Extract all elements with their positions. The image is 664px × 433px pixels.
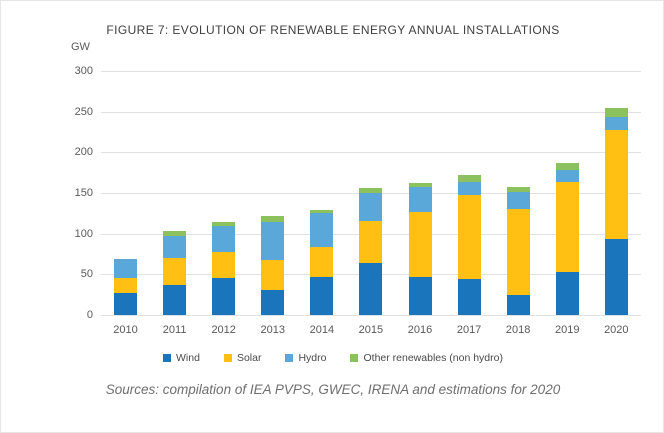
bar-segment-hydro-2013 — [261, 221, 285, 260]
bar-segment-other-2014 — [310, 210, 334, 214]
bar-segment-hydro-2019 — [555, 170, 579, 182]
x-tick-label-2015: 2015 — [358, 324, 384, 336]
bar-segment-other-2017 — [457, 175, 481, 182]
legend-swatch-hydro-icon — [285, 354, 294, 362]
bar-segment-other-2013 — [261, 215, 285, 222]
x-tick-label-2011: 2011 — [162, 324, 187, 336]
y-tick-label-300: 300 — [74, 65, 93, 77]
y-tick-label-150: 150 — [74, 187, 93, 199]
bar-segment-wind-2010 — [114, 293, 138, 315]
legend-label-other: Other renewables (non hydro) — [363, 352, 503, 364]
bar-segment-hydro-2018 — [506, 192, 530, 210]
bar-segment-wind-2016 — [408, 276, 432, 315]
bar-2020 — [604, 71, 628, 315]
bar-2018 — [506, 71, 530, 315]
bar-segment-hydro-2014 — [310, 213, 334, 247]
y-tick-label-0: 0 — [86, 309, 93, 321]
x-tick-label-2010: 2010 — [113, 324, 138, 336]
x-tick-label-2016: 2016 — [407, 324, 433, 336]
legend-swatch-solar-icon — [223, 354, 232, 362]
legend-item-other: Other renewables (non hydro) — [350, 352, 503, 364]
x-tick-label-2019: 2019 — [554, 324, 580, 336]
bar-2015 — [359, 71, 383, 315]
legend-label-hydro: Hydro — [298, 352, 327, 364]
legend-item-hydro: Hydro — [285, 352, 326, 364]
bar-segment-solar-2014 — [310, 246, 334, 277]
bar-2017 — [457, 71, 481, 315]
bar-segment-solar-2013 — [261, 259, 285, 290]
bar-2010 — [114, 71, 138, 315]
x-tick-label-2014: 2014 — [309, 324, 335, 336]
gridline-250 — [101, 111, 641, 113]
bar-segment-hydro-2016 — [408, 187, 432, 212]
bar-2019 — [555, 71, 579, 315]
bar-2011 — [163, 71, 187, 315]
bar-segment-other-2016 — [408, 183, 432, 188]
bar-segment-other-2011 — [163, 231, 187, 237]
bar-segment-solar-2012 — [212, 252, 236, 278]
bar-segment-hydro-2011 — [163, 236, 187, 259]
legend: Wind Solar Hydro Other renewables (non hydr… — [1, 352, 663, 364]
y-tick-label-100: 100 — [74, 227, 93, 240]
bar-segment-hydro-2012 — [212, 226, 236, 253]
y-axis-unit-label: GW — [71, 41, 90, 53]
bar-segment-wind-2020 — [604, 239, 628, 315]
legend-swatch-other-icon — [350, 354, 359, 362]
bar-segment-other-2012 — [212, 222, 236, 227]
gridline-300 — [101, 71, 641, 72]
bar-segment-wind-2013 — [261, 289, 285, 315]
bar-segment-hydro-2020 — [604, 116, 628, 130]
bar-segment-wind-2012 — [212, 277, 236, 315]
bar-segment-wind-2014 — [310, 276, 334, 315]
bar-segment-other-2019 — [555, 162, 579, 171]
x-tick-label-2018: 2018 — [505, 324, 531, 336]
bar-segment-wind-2018 — [506, 294, 530, 315]
bar-segment-other-2015 — [359, 188, 383, 194]
x-axis-tick-labels: 2010 2011 2012 2013 2014 2015 2016 2017 2018 2019… — [101, 324, 641, 336]
bar-segment-solar-2011 — [163, 258, 187, 285]
bar-segment-solar-2017 — [457, 194, 481, 280]
y-tick-label-250: 250 — [74, 105, 93, 118]
bar-segment-wind-2019 — [555, 271, 579, 315]
gridline-0 — [101, 315, 641, 316]
x-tick-label-2013: 2013 — [260, 324, 285, 336]
legend-label-solar: Solar — [236, 352, 262, 364]
y-tick-label-50: 50 — [80, 268, 93, 281]
bar-segment-wind-2017 — [457, 279, 481, 315]
bar-segment-solar-2016 — [408, 211, 432, 277]
bar-segment-wind-2015 — [359, 262, 383, 315]
bar-2012 — [212, 71, 236, 315]
legend-swatch-wind-icon — [163, 354, 172, 362]
bar-segment-hydro-2010 — [114, 258, 138, 278]
x-tick-label-2012: 2012 — [211, 324, 236, 336]
bar-segment-solar-2020 — [604, 129, 628, 240]
bar-segment-other-2020 — [604, 107, 628, 117]
bar-segment-solar-2019 — [555, 181, 579, 272]
legend-item-solar: Solar — [223, 352, 262, 364]
bar-2013 — [261, 71, 285, 315]
bar-segment-solar-2018 — [506, 209, 530, 295]
bar-2014 — [310, 71, 334, 315]
plot-area — [101, 71, 641, 316]
bar-segment-other-2018 — [506, 186, 530, 193]
x-tick-label-2017: 2017 — [456, 324, 482, 336]
bars-layer — [101, 71, 641, 315]
legend-label-wind: Wind — [176, 352, 200, 364]
gridline-200 — [101, 152, 641, 154]
figure-title: FIGURE 7: EVOLUTION OF RENEWABLE ENERGY … — [106, 23, 560, 37]
source-note: Sources: compilation of IEA PVPS, GWEC, … — [105, 382, 561, 397]
bar-segment-hydro-2015 — [359, 193, 383, 221]
bar-segment-hydro-2017 — [457, 181, 481, 195]
bar-2016 — [408, 71, 432, 315]
bar-segment-wind-2011 — [163, 284, 187, 315]
legend-item-wind: Wind — [163, 352, 200, 364]
x-tick-label-2020: 2020 — [604, 324, 629, 336]
bar-segment-solar-2010 — [114, 277, 138, 294]
y-tick-label-200: 200 — [74, 146, 93, 159]
bar-segment-solar-2015 — [359, 220, 383, 263]
